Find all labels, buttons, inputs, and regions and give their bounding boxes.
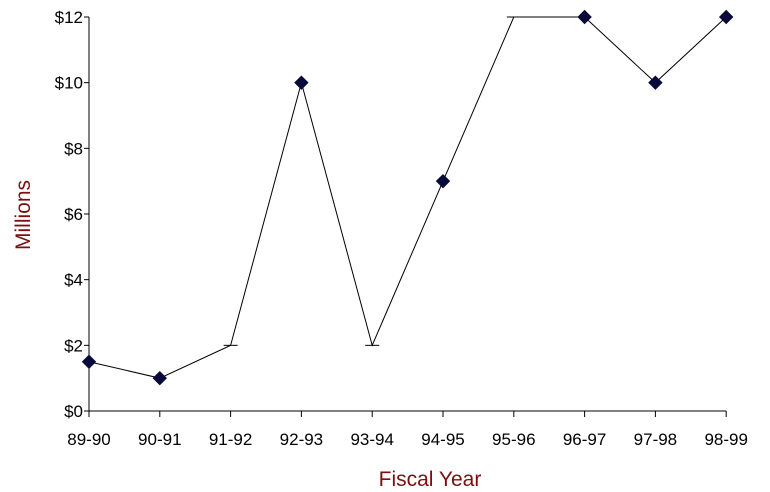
y-tick-label: $0: [64, 402, 83, 421]
x-tick-label: 95-96: [492, 430, 535, 449]
x-tick-label: 90-91: [138, 430, 181, 449]
data-point-marker: [648, 75, 663, 90]
y-tick-label: $8: [64, 139, 83, 158]
data-point-marker: [294, 75, 309, 90]
x-tick-label: 89-90: [67, 430, 110, 449]
y-tick-label: $6: [64, 205, 83, 224]
x-axis-title: Fiscal Year: [379, 468, 482, 491]
series-line: [81, 9, 734, 386]
data-point-marker: [435, 173, 451, 189]
y-tick-label: $12: [55, 8, 83, 27]
series-polyline: [88, 16, 727, 379]
x-tick-label: 98-99: [704, 430, 747, 449]
x-tick-label: 94-95: [421, 430, 464, 449]
data-point-marker: [81, 354, 97, 369]
data-point-marker: [152, 370, 168, 386]
y-tick-label: $10: [55, 74, 83, 93]
x-tick-label: 97-98: [634, 430, 677, 449]
y-tick-label: $4: [64, 271, 83, 290]
x-tick-label: 92-93: [280, 430, 323, 449]
y-tick-label: $2: [64, 336, 83, 355]
x-tick-label: 91-92: [209, 430, 252, 449]
data-point-marker: [718, 9, 734, 25]
x-tick-label: 96-97: [563, 430, 606, 449]
data-point-marker: [577, 9, 592, 25]
axes: [84, 16, 727, 417]
y-axis-title: Millions: [12, 180, 35, 250]
x-tick-label: 93-94: [350, 430, 393, 449]
tick-labels: $0 $2 $4 $6 $8 $10 $12 89-90 90-91 91-92 92-93 93-9…: [55, 8, 748, 449]
